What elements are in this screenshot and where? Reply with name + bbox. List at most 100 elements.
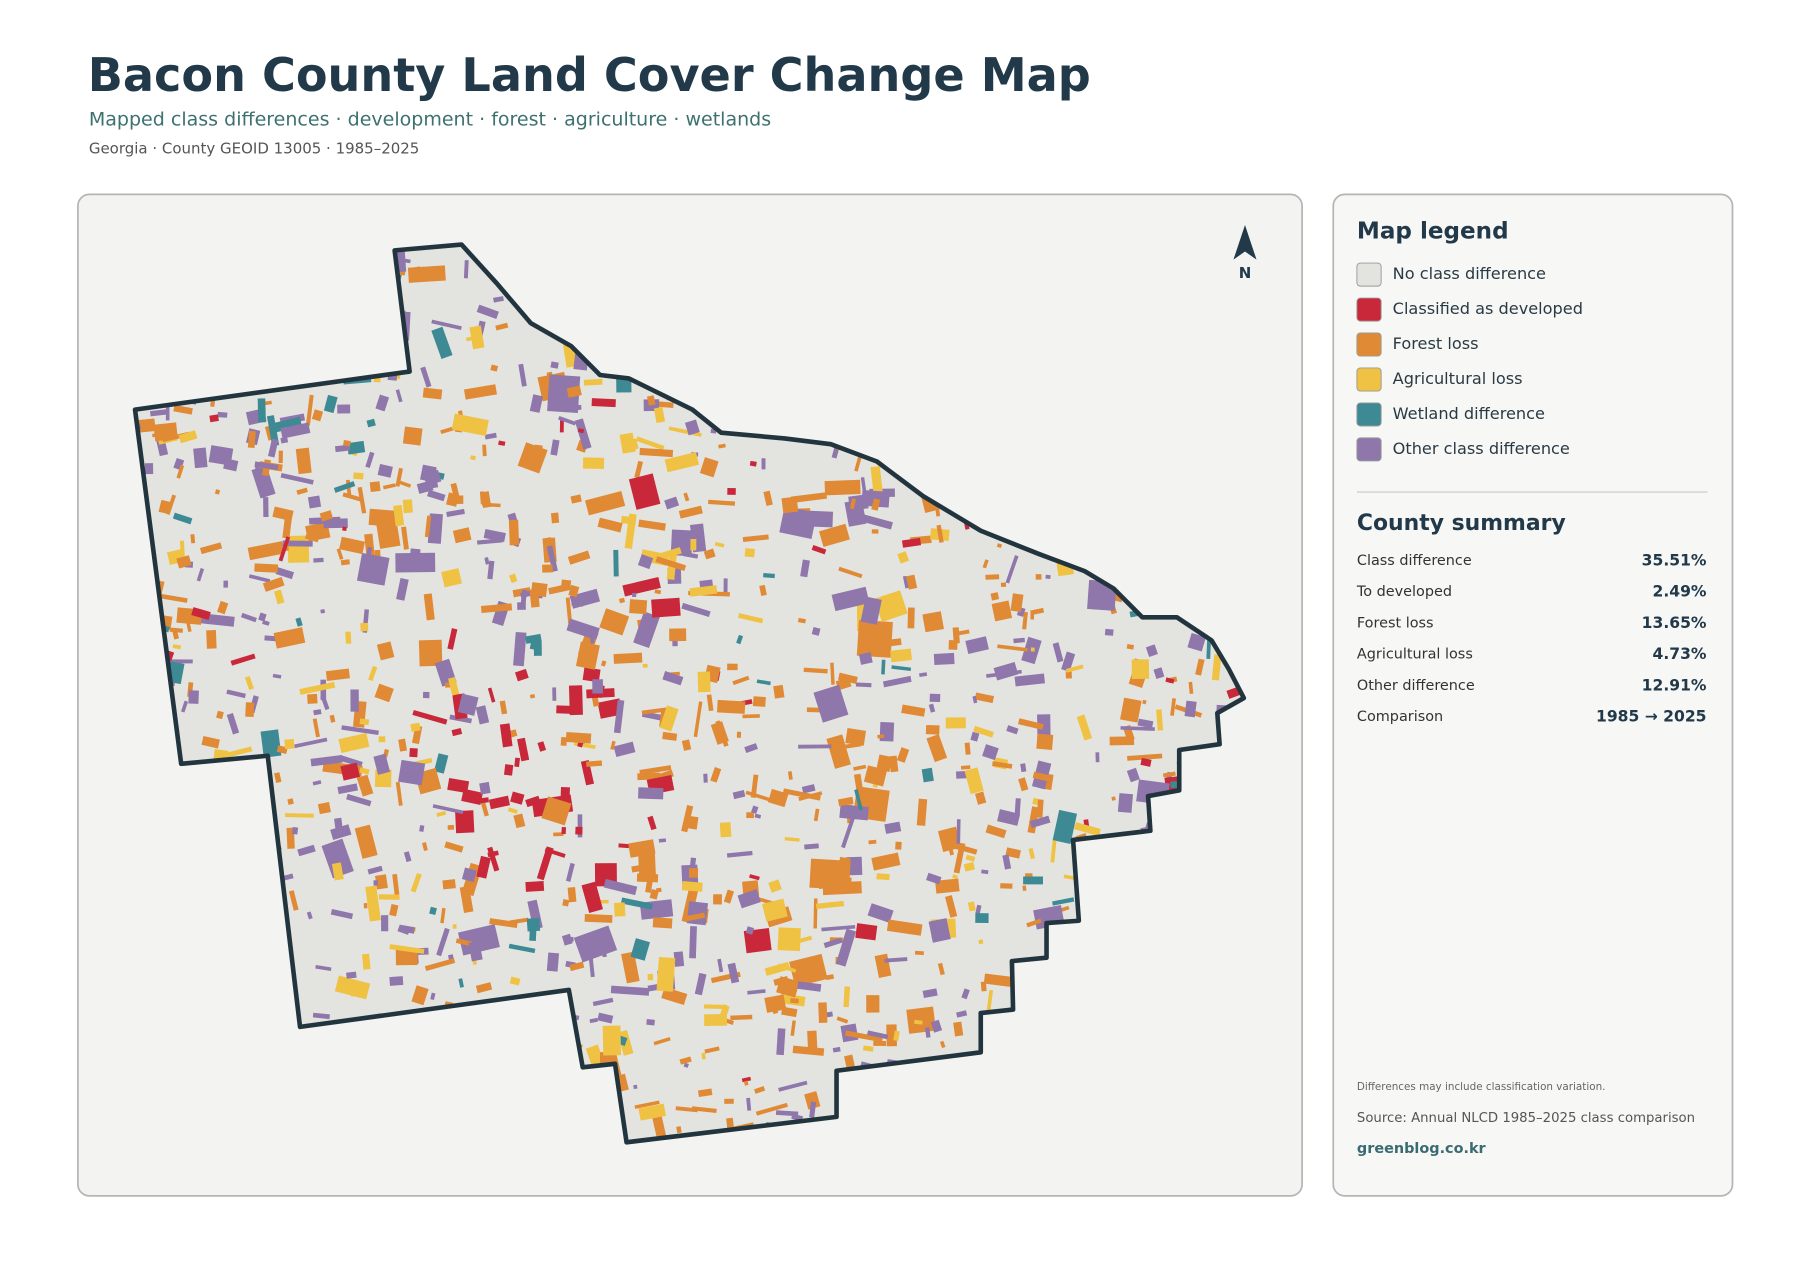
change-patch <box>645 880 653 893</box>
change-patch <box>296 487 308 495</box>
change-patch <box>567 887 577 903</box>
change-patch <box>656 956 676 992</box>
change-patch <box>244 675 254 691</box>
change-patch <box>681 805 694 833</box>
change-patch <box>1162 771 1176 778</box>
change-patch <box>845 728 866 746</box>
change-patch <box>487 560 495 580</box>
change-patch <box>867 903 894 923</box>
legend-label: Forest loss <box>1393 334 1479 353</box>
change-patch <box>914 950 924 956</box>
change-patch <box>525 633 542 644</box>
change-patch <box>1195 658 1205 676</box>
change-patch <box>359 767 370 775</box>
change-patch <box>1027 806 1040 834</box>
change-patch <box>487 846 500 872</box>
change-patch <box>1188 681 1194 694</box>
change-patch <box>804 1091 821 1110</box>
change-patch <box>350 689 359 712</box>
change-patch <box>191 607 211 621</box>
change-patch <box>689 585 718 597</box>
change-patch <box>550 512 560 524</box>
change-patch <box>893 1030 900 1041</box>
change-patch <box>610 985 650 996</box>
change-patch <box>991 600 1013 622</box>
change-patch <box>691 1106 717 1113</box>
change-patch <box>389 944 425 954</box>
change-patch <box>509 976 521 986</box>
change-patch <box>922 988 938 999</box>
legend-panel <box>1332 193 1734 1197</box>
change-patch <box>427 513 443 544</box>
change-patch <box>952 874 958 880</box>
change-patch <box>1061 651 1076 672</box>
change-patch <box>637 772 661 781</box>
change-patch <box>860 596 882 625</box>
summary-value: 12.91% <box>1642 676 1707 694</box>
change-patch <box>751 805 759 814</box>
change-patch <box>336 548 344 560</box>
change-patch <box>703 548 716 560</box>
change-patch <box>440 907 446 924</box>
change-patch <box>377 463 393 478</box>
change-patch <box>651 1112 667 1139</box>
change-patch <box>1131 659 1150 680</box>
change-patch <box>357 486 367 514</box>
legend-swatch <box>1356 297 1382 322</box>
change-patch <box>787 771 793 780</box>
change-patch <box>741 1076 752 1083</box>
change-patch <box>1187 632 1206 652</box>
change-patch <box>1170 698 1176 716</box>
change-patch <box>1111 796 1116 801</box>
change-patch <box>441 568 462 588</box>
change-patch <box>992 761 1013 769</box>
legend-title: Map legend <box>1357 218 1509 244</box>
change-patch <box>280 472 314 485</box>
change-patch <box>690 538 697 551</box>
change-patch <box>356 552 390 586</box>
change-patch <box>419 481 439 491</box>
change-patch <box>754 813 762 819</box>
change-patch <box>835 928 857 967</box>
change-patch <box>701 1052 706 1060</box>
change-patch <box>393 504 405 527</box>
change-patch <box>704 1046 720 1054</box>
change-patch <box>764 994 787 1013</box>
change-patch <box>730 1014 753 1021</box>
change-patch <box>307 495 322 509</box>
change-patch <box>772 1008 779 1015</box>
site: greenblog.co.kr <box>1357 1141 1487 1157</box>
change-patch <box>176 464 185 479</box>
change-patch <box>395 467 403 487</box>
change-patch <box>468 940 483 962</box>
change-patch <box>620 897 653 910</box>
change-patch <box>926 872 942 885</box>
change-patch <box>896 747 910 763</box>
change-patch <box>775 1110 799 1117</box>
change-patch <box>172 629 179 640</box>
change-patch <box>450 482 460 497</box>
change-patch <box>688 868 699 878</box>
change-patch <box>1006 725 1019 735</box>
change-patch <box>410 872 422 893</box>
change-patch <box>841 814 856 849</box>
change-patch <box>398 738 407 752</box>
change-patch <box>1073 822 1101 837</box>
change-patch <box>978 939 984 945</box>
change-patch <box>305 394 314 426</box>
change-patch <box>254 464 266 484</box>
change-patch <box>628 839 656 858</box>
change-patch <box>683 492 690 502</box>
change-patch <box>983 973 1016 988</box>
change-patch <box>341 725 379 736</box>
change-patch <box>803 667 828 674</box>
change-patch <box>208 445 234 466</box>
change-patch <box>708 499 736 506</box>
change-patch <box>813 898 818 929</box>
change-patch <box>768 879 782 893</box>
change-patch <box>754 1086 766 1094</box>
change-patch <box>877 734 885 739</box>
change-patch <box>863 765 888 787</box>
change-patch <box>738 613 764 624</box>
change-patch <box>1127 753 1163 761</box>
